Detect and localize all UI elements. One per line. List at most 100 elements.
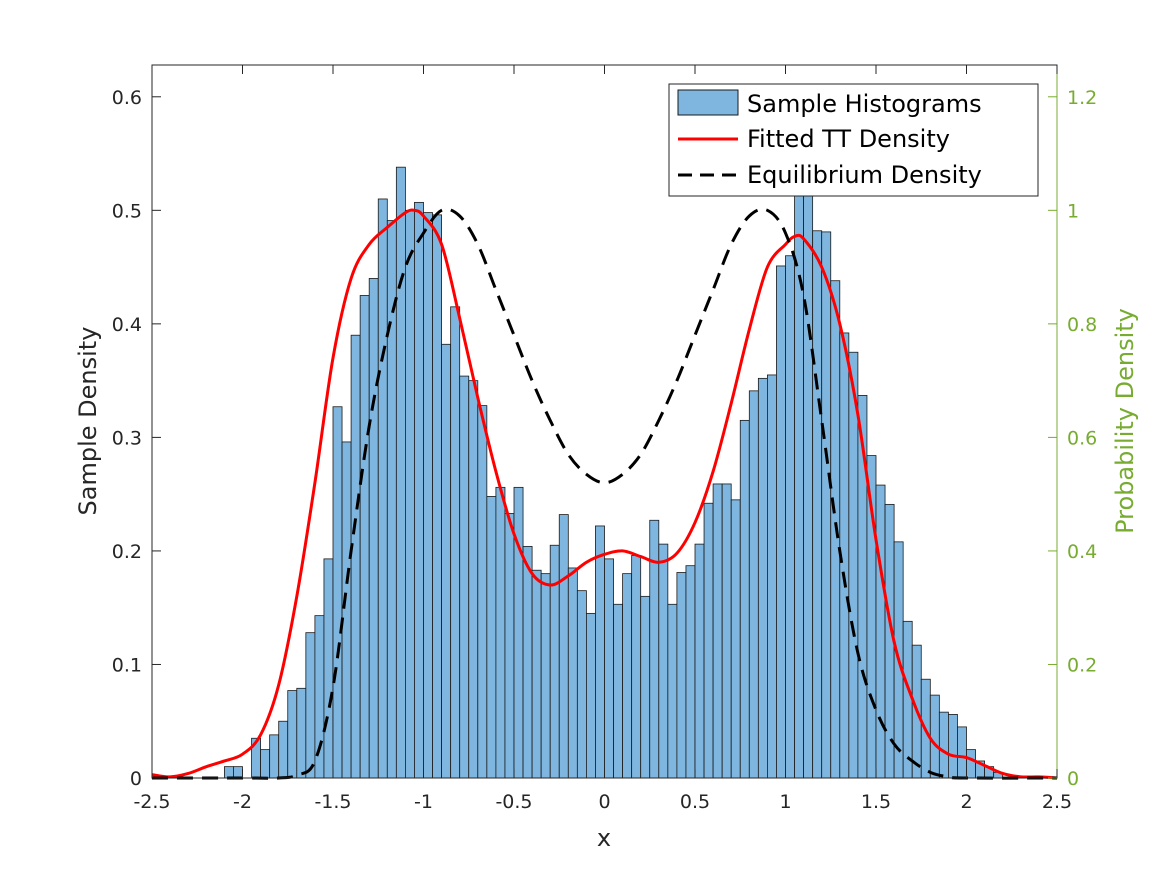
histogram-bar [721,483,732,779]
histogram-bar [459,375,470,779]
histogram-bar [486,496,497,779]
histogram-bar [938,711,949,779]
histogram-bar [468,380,479,779]
x-tick-label: 1.5 [861,791,891,813]
histogram-bar [757,377,768,779]
y-tick-label: 0.6 [112,87,142,109]
histogram-bar [604,558,614,779]
histogram-bar [586,612,596,779]
histogram-bar [640,595,651,779]
right-y-tick-label: 0.4 [1067,541,1097,563]
histogram-bar [558,514,569,779]
histogram-bar [875,484,886,779]
histogram-bar [649,519,660,779]
histogram-bar [260,749,271,779]
histogram-bar [305,632,316,779]
histogram-bar [513,486,524,779]
histogram-bar [957,726,967,779]
histogram-bar [350,334,361,779]
histogram-bar [522,545,533,779]
x-tick-label: -2.5 [133,791,170,813]
histogram-bar [595,525,605,779]
histogram-bar [748,390,759,779]
histogram-bar [359,295,370,779]
fitted-tt-density-line [151,208,1058,780]
equilibrium-density-line [152,207,1058,780]
histogram-bar [549,544,560,779]
x-tick-label: 0 [598,791,610,813]
histogram-bar [441,343,452,779]
histogram-bar [567,567,578,779]
histogram-bar [848,351,859,779]
right-y-tick-label: 0.2 [1067,654,1097,676]
x-tick-label: 2 [960,791,972,813]
histogram-bar [531,569,542,779]
right-y-tick-label: 0.6 [1067,427,1097,449]
histogram-bar [323,558,334,779]
histogram-bar [223,766,234,779]
x-tick-label: 0.5 [680,791,710,813]
histogram-bar [269,734,280,779]
histogram-bar [658,543,669,779]
histogram-bar [929,694,940,779]
histogram-bar [712,483,723,779]
histogram-bar [821,231,832,779]
histogram-bar [794,152,804,779]
histogram-bar [948,714,958,779]
histogram-bar [966,749,976,779]
histogram-bar [685,565,696,779]
histogram-bar [540,573,551,779]
histogram-bar [233,766,243,779]
histogram-bar [776,265,786,779]
legend-label-fitted: Fitted TT Density [747,125,950,153]
x-tick-label: -1.5 [314,791,351,813]
right-y-tick-label: 1 [1067,200,1079,222]
x-tick-label: 1 [779,791,791,813]
histogram-bar [278,720,289,779]
y-tick-label: 0.3 [112,427,142,449]
histogram-bar [395,166,406,779]
histogram-bar [730,499,741,779]
y-tick-label: 0.1 [112,654,142,676]
histogram-bar [377,198,388,779]
histogram-bar [404,209,415,779]
histogram-bars [223,152,1004,779]
right-y-axis-label: Probability Density [1111,308,1139,534]
x-tick-label: 2.5 [1042,791,1072,813]
x-axis-label: x [597,824,611,852]
histogram-bar [902,620,913,779]
histogram-bar [622,573,633,779]
histogram-bar [341,441,352,779]
legend-swatch-histogram [677,89,739,116]
histogram-bar [767,374,777,779]
y-tick-label: 0.4 [112,314,142,336]
histogram-bar [703,502,714,779]
x-tick-label: -0.5 [495,791,532,813]
legend-label-equilibrium: Equilibrium Density [747,161,982,189]
histogram-bar [477,405,488,779]
histogram-bar [287,690,298,779]
histogram-bar [676,572,687,779]
histogram-bar [332,406,343,779]
histogram-bar [504,513,515,779]
right-y-tick-label: 0 [1067,768,1079,790]
y-axis-label: Sample Density [74,327,102,516]
tick-marks-and-labels: -2.5 -2 -1.5 -1 -0.5 0 0.5 1 1.5 2 2.500.10.20.30.… [112,65,1097,813]
histogram-bar [414,201,424,779]
histogram-bar [631,555,642,779]
x-tick-label: -2 [233,791,252,813]
x-tick-label: -1 [414,791,433,813]
density-curves [151,207,1058,780]
y-tick-label: 0.5 [112,200,142,222]
histogram-bar [739,419,750,779]
histogram-bar [785,255,795,779]
histogram-bar [576,590,587,779]
legend: Sample Histograms Fitted TT Density Equi… [668,83,1039,197]
histogram-bar [667,603,678,779]
right-y-tick-label: 1.2 [1067,87,1097,109]
y-tick-label: 0.2 [112,541,142,563]
histogram-bar [423,212,433,779]
histogram-bar [296,687,307,779]
histogram-bar [694,543,705,779]
